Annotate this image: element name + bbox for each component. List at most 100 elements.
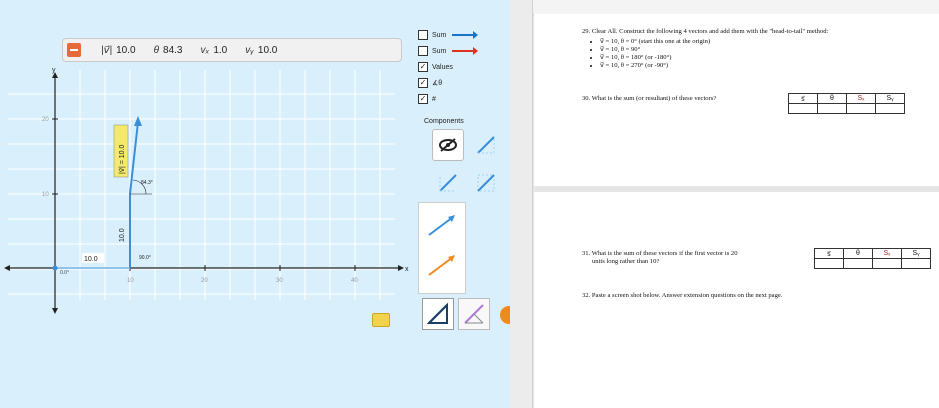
triangle-icon — [426, 302, 448, 324]
vector-readout-bar: |v⃗| 10.0 θ 84.3 vₓ 1.0 vᵧ 10.0 — [62, 38, 402, 62]
coordinate-plane[interactable]: x y 10 20 30 40 20 10 |v⃗| = 10.0 84.3° … — [0, 60, 420, 320]
component-split-icon — [477, 174, 495, 192]
y-tick-20: 20 — [42, 117, 49, 123]
values-checkbox[interactable]: ✓ Values — [418, 60, 508, 74]
angle-tool-icon — [464, 304, 484, 324]
angle-label: 84.3° — [141, 180, 153, 186]
theta-value: 84.3 — [163, 44, 183, 56]
magnitude-value: 10.0 — [116, 44, 136, 56]
options-panel: Sum Sum ✓ Values ✓ ∡θ ✓ # Components — [418, 28, 508, 199]
vector-item-1: v⃗ = 10, θ = 0° (start this one at the o… — [600, 38, 710, 46]
angle-icon: ∡θ — [432, 80, 443, 87]
y-component-value: 10.0 — [119, 228, 126, 242]
reset-button[interactable] — [500, 306, 512, 324]
cell[interactable] — [901, 258, 931, 269]
cell[interactable] — [846, 103, 876, 114]
ruler — [510, 0, 939, 15]
y-axis-label: y — [52, 67, 56, 74]
x-tick-40: 40 — [351, 278, 358, 284]
sum-label-2: Sum — [432, 47, 447, 55]
question-32: 32. Paste a screen shot below. Answer ex… — [582, 292, 783, 299]
cell[interactable] — [814, 258, 844, 269]
checked-checkbox-icon[interactable]: ✓ — [418, 62, 428, 72]
red-sum-arrow-icon — [452, 47, 479, 55]
eye-slash-icon — [439, 138, 457, 152]
angle-checkbox[interactable]: ✓ ∡θ — [418, 76, 508, 90]
sum-checkbox-2[interactable]: Sum — [418, 44, 508, 58]
header-sy: Sᵧ — [875, 93, 905, 104]
values-label: Values — [432, 63, 453, 71]
angle-90-label: 90.0° — [139, 255, 151, 261]
vector-item-2: v⃗ = 10, θ = 90° — [600, 46, 710, 54]
eraser-icon[interactable] — [372, 313, 390, 327]
cell[interactable] — [843, 258, 873, 269]
components-title: Components — [424, 118, 464, 125]
cell[interactable] — [788, 103, 818, 114]
header-sx: Sₓ — [846, 93, 876, 104]
sum-checkbox-1[interactable]: Sum — [418, 28, 508, 42]
x-axis-label: x — [405, 266, 409, 273]
vector-magnitude-tag — [113, 124, 129, 178]
blue-vector-creator-icon — [428, 216, 454, 236]
x-tick-10: 10 — [127, 278, 134, 284]
component-triangle-icon — [477, 136, 495, 154]
orange-vector-creator-icon — [428, 256, 454, 276]
vx-value: 1.0 — [213, 44, 228, 56]
cell[interactable] — [817, 103, 847, 114]
x-component-value: 10.0 — [84, 256, 98, 263]
vector-arrow[interactable] — [129, 121, 139, 195]
y-tick-10: 10 — [42, 192, 49, 198]
vx-label: vₓ — [200, 44, 210, 56]
header-theta: θ — [843, 248, 873, 259]
document-page-1: 29. Clear All. Construct the following 4… — [534, 14, 939, 186]
vy-label: vᵧ — [245, 44, 254, 56]
delete-vector-icon[interactable] — [67, 43, 81, 57]
component-axis-icon — [439, 174, 457, 192]
answer-table-30[interactable]: s⃗ θ Sₓ Sᵧ — [788, 93, 905, 114]
grid-icon: # — [432, 95, 436, 103]
vector-list: v⃗ = 10, θ = 0° (start this one at the o… — [592, 38, 710, 70]
checked-checkbox-icon[interactable]: ✓ — [418, 78, 428, 88]
angle-tool[interactable] — [458, 298, 490, 330]
header-theta: θ — [817, 93, 847, 104]
x-component-tag — [82, 253, 104, 263]
answer-table-31[interactable]: s⃗ θ Sₓ Sᵧ — [814, 248, 931, 269]
components-split-button[interactable] — [470, 167, 502, 199]
vy-value: 10.0 — [257, 44, 278, 56]
components-parallelogram-button[interactable] — [470, 129, 502, 161]
document-viewer: 29. Clear All. Construct the following 4… — [510, 0, 939, 408]
vector-magnitude-label: |v⃗| = 10.0 — [118, 145, 126, 174]
x-tick-20: 20 — [201, 278, 208, 284]
vector-bucket — [418, 202, 466, 294]
grid-checkbox[interactable]: ✓ # — [418, 92, 508, 106]
theta-label: θ — [153, 44, 160, 56]
sum-label-1: Sum — [432, 31, 447, 39]
checkbox-icon[interactable] — [418, 30, 428, 40]
question-31-cont: units long rather than 10? — [592, 258, 660, 265]
question-30: 30. What is the sum (or resultant) of th… — [582, 95, 717, 102]
checkbox-icon[interactable] — [418, 46, 428, 56]
x-tick-30: 30 — [276, 278, 283, 284]
checked-checkbox-icon[interactable]: ✓ — [418, 94, 428, 104]
question-31: 31. What is the sum of these vectors if … — [582, 250, 738, 257]
vector-item-4: v⃗ = 10, θ = 270° (or -90°) — [600, 62, 710, 70]
angle-0-label: 0.0° — [60, 270, 69, 276]
vector-addition-sim: |v⃗| 10.0 θ 84.3 vₓ 1.0 vᵧ 10.0 — [0, 0, 512, 408]
header-s: s⃗ — [814, 248, 844, 259]
document-page-2: 31. What is the sum of these vectors if … — [534, 192, 939, 408]
vector-tail-handle[interactable] — [52, 265, 58, 271]
components-options — [432, 129, 508, 199]
cell[interactable] — [872, 258, 902, 269]
components-hidden-button[interactable] — [432, 129, 464, 161]
components-axis-button[interactable] — [432, 167, 464, 199]
question-29: 29. Clear All. Construct the following 4… — [582, 28, 829, 35]
sum-triangle-tool[interactable] — [422, 298, 454, 330]
blue-sum-arrow-icon — [452, 31, 479, 39]
magnitude-label: |v⃗| — [101, 44, 113, 56]
header-sy: Sᵧ — [901, 248, 931, 259]
cell[interactable] — [875, 103, 905, 114]
header-sx: Sₓ — [872, 248, 902, 259]
document-left-margin — [510, 0, 533, 408]
header-s: s⃗ — [788, 93, 818, 104]
vector-item-3: v⃗ = 10, θ = 180° (or -180°) — [600, 54, 710, 62]
